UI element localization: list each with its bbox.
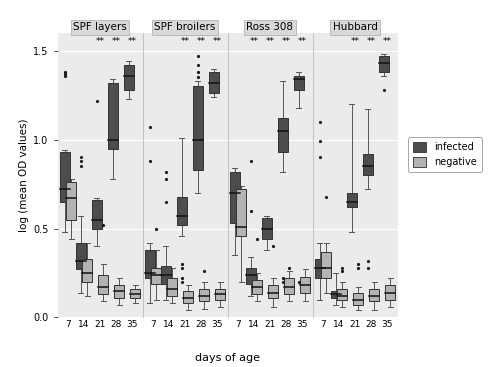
Bar bbox=[193, 86, 202, 170]
Bar bbox=[347, 193, 356, 207]
Bar bbox=[108, 83, 118, 149]
Text: **: ** bbox=[282, 37, 290, 46]
Text: **: ** bbox=[298, 37, 306, 46]
Text: **: ** bbox=[266, 37, 274, 46]
Bar bbox=[230, 172, 239, 223]
Bar bbox=[294, 76, 304, 90]
Bar bbox=[338, 289, 347, 300]
Bar bbox=[331, 291, 340, 298]
Bar bbox=[322, 252, 331, 278]
Bar bbox=[82, 259, 92, 282]
Bar bbox=[98, 275, 108, 294]
Bar bbox=[200, 289, 209, 301]
Text: **: ** bbox=[382, 37, 392, 46]
Bar bbox=[145, 250, 154, 278]
Bar bbox=[284, 278, 294, 294]
Text: **: ** bbox=[350, 37, 360, 46]
Text: days of age: days of age bbox=[195, 353, 260, 363]
Title: SPF broilers: SPF broilers bbox=[154, 22, 216, 32]
Bar bbox=[262, 218, 272, 239]
Bar bbox=[60, 152, 70, 202]
Text: **: ** bbox=[366, 37, 376, 46]
Bar bbox=[184, 291, 193, 303]
Bar bbox=[209, 72, 218, 94]
Legend: infected, negative: infected, negative bbox=[408, 137, 482, 172]
Bar bbox=[379, 56, 388, 72]
Title: Hubbard: Hubbard bbox=[332, 22, 378, 32]
Bar bbox=[315, 259, 324, 278]
Text: **: ** bbox=[250, 37, 258, 46]
Bar bbox=[354, 292, 363, 305]
Bar bbox=[92, 200, 102, 229]
Bar bbox=[236, 189, 246, 236]
Text: **: ** bbox=[212, 37, 222, 46]
Title: SPF layers: SPF layers bbox=[73, 22, 127, 32]
Bar bbox=[114, 286, 124, 298]
Bar bbox=[278, 118, 287, 152]
Text: **: ** bbox=[128, 37, 136, 46]
Bar bbox=[246, 268, 256, 284]
Bar bbox=[252, 280, 262, 294]
Bar bbox=[66, 182, 76, 220]
Text: **: ** bbox=[112, 37, 120, 46]
Title: Ross 308: Ross 308 bbox=[246, 22, 294, 32]
Bar bbox=[370, 289, 379, 301]
Y-axis label: log (mean OD values): log (mean OD values) bbox=[19, 119, 29, 232]
Bar bbox=[300, 277, 310, 292]
Bar bbox=[124, 65, 134, 90]
Bar bbox=[363, 154, 372, 175]
Bar bbox=[268, 286, 278, 298]
Bar bbox=[168, 278, 177, 296]
Bar bbox=[152, 268, 161, 284]
Text: **: ** bbox=[180, 37, 190, 46]
Bar bbox=[216, 289, 225, 300]
Bar bbox=[76, 243, 86, 269]
Text: **: ** bbox=[196, 37, 205, 46]
Bar bbox=[177, 197, 186, 225]
Bar bbox=[161, 266, 170, 284]
Bar bbox=[130, 289, 140, 298]
Bar bbox=[386, 286, 395, 300]
Text: **: ** bbox=[96, 37, 104, 46]
